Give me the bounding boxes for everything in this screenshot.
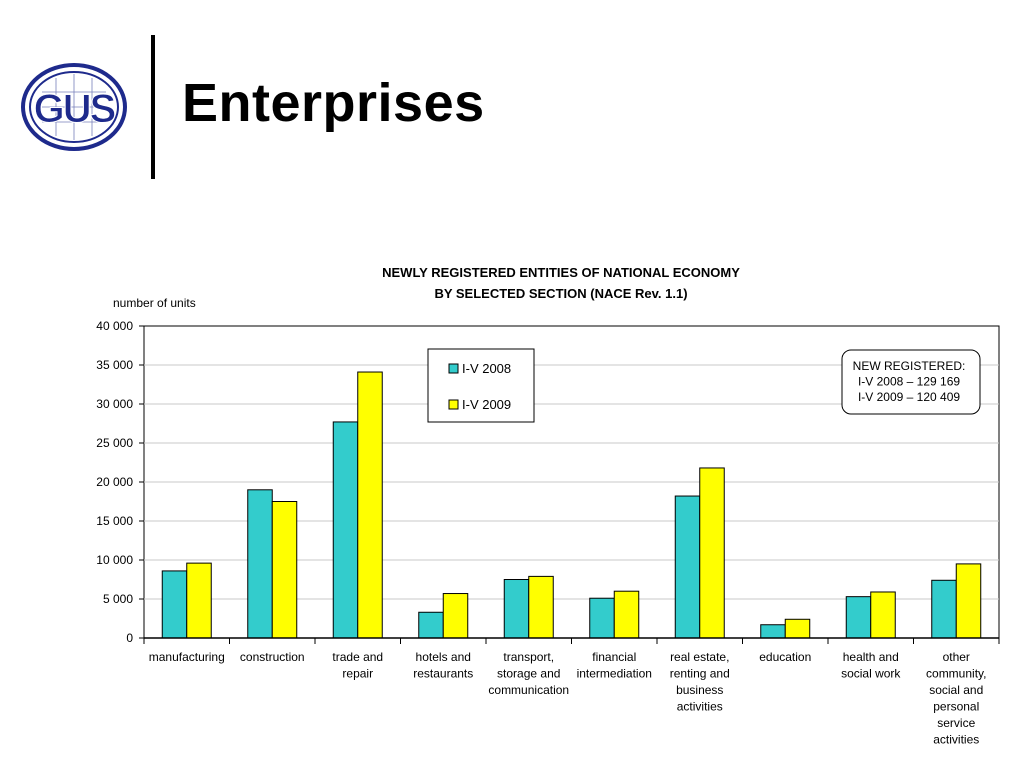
bar-series1 — [418, 611, 444, 639]
x-tick-label: construction — [240, 650, 305, 664]
annotation-text: I-V 2008 – 129 169 — [858, 375, 960, 389]
x-tick-label: renting and — [670, 667, 730, 681]
x-tick-label: other — [943, 650, 970, 664]
x-tick-label: trade and — [332, 650, 383, 664]
bar-series2 — [870, 591, 896, 639]
bar-series1 — [845, 596, 872, 639]
chart-title-line: NEWLY REGISTERED ENTITIES OF NATIONAL EC… — [382, 265, 740, 280]
y-tick-label: 5 000 — [103, 592, 133, 606]
annotation-text: I-V 2009 – 120 409 — [858, 390, 960, 404]
chart-title-line: BY SELECTED SECTION (NACE Rev. 1.1) — [434, 286, 687, 301]
y-tick-label: 15 000 — [96, 514, 133, 528]
x-tick-label: hotels and — [416, 650, 471, 664]
legend-box — [427, 348, 535, 423]
x-tick-label: restaurants — [413, 667, 473, 681]
bar-series1 — [503, 579, 530, 639]
x-tick-label: transport, — [503, 650, 554, 664]
x-tick-label: service — [937, 716, 975, 730]
bar-series1 — [760, 624, 786, 639]
x-tick-label: community, — [926, 667, 986, 681]
bar-series2 — [528, 575, 554, 639]
y-tick-label: 20 000 — [96, 475, 133, 489]
bar-series2 — [699, 467, 725, 639]
title-divider — [151, 35, 155, 179]
x-tick-label: repair — [342, 667, 373, 681]
bar-series1 — [332, 421, 359, 639]
gus-logo: GUS — [21, 63, 127, 151]
y-tick-label: 30 000 — [96, 397, 133, 411]
x-tick-label: financial — [592, 650, 636, 664]
x-tick-label: storage and — [497, 667, 560, 681]
bar-series1 — [931, 579, 957, 639]
bar-series1 — [247, 489, 273, 639]
bar-series1 — [161, 570, 188, 639]
bar-series2 — [442, 593, 469, 639]
bar-series2 — [357, 371, 383, 639]
slide-title: Enterprises — [182, 73, 485, 133]
legend-label: I-V 2009 — [462, 397, 511, 412]
logo-text: GUS — [34, 87, 116, 131]
y-tick-label: 0 — [126, 631, 133, 645]
x-tick-label: activities — [677, 700, 723, 714]
x-tick-label: education — [759, 650, 811, 664]
bar-series2 — [784, 618, 811, 639]
bar-series2 — [271, 501, 298, 639]
y-tick-label: 40 000 — [96, 319, 133, 333]
legend-swatch — [448, 399, 459, 410]
x-tick-label: social work — [841, 667, 901, 681]
x-tick-label: manufacturing — [149, 650, 225, 664]
bar-series2 — [955, 563, 982, 639]
x-tick-label: intermediation — [577, 667, 652, 681]
bar-series2 — [613, 590, 640, 639]
x-tick-label: health and — [843, 650, 899, 664]
x-tick-label: business — [676, 683, 723, 697]
annotation-text: NEW REGISTERED: — [853, 359, 966, 373]
legend-swatch — [448, 363, 459, 374]
x-tick-label: real estate, — [670, 650, 729, 664]
legend-label: I-V 2008 — [462, 361, 511, 376]
y-tick-label: 25 000 — [96, 436, 133, 450]
x-tick-label: social and — [929, 683, 983, 697]
bar-series1 — [589, 597, 615, 639]
x-tick-label: communication — [488, 683, 569, 697]
y-tick-label: 35 000 — [96, 358, 133, 372]
y-tick-label: 10 000 — [96, 553, 133, 567]
bar-series1 — [674, 495, 701, 639]
bar-series2 — [186, 562, 212, 639]
annotation-box — [841, 349, 981, 415]
y-axis-label: number of units — [113, 296, 196, 310]
x-tick-label: personal — [933, 700, 979, 714]
x-tick-label: activities — [933, 733, 979, 747]
